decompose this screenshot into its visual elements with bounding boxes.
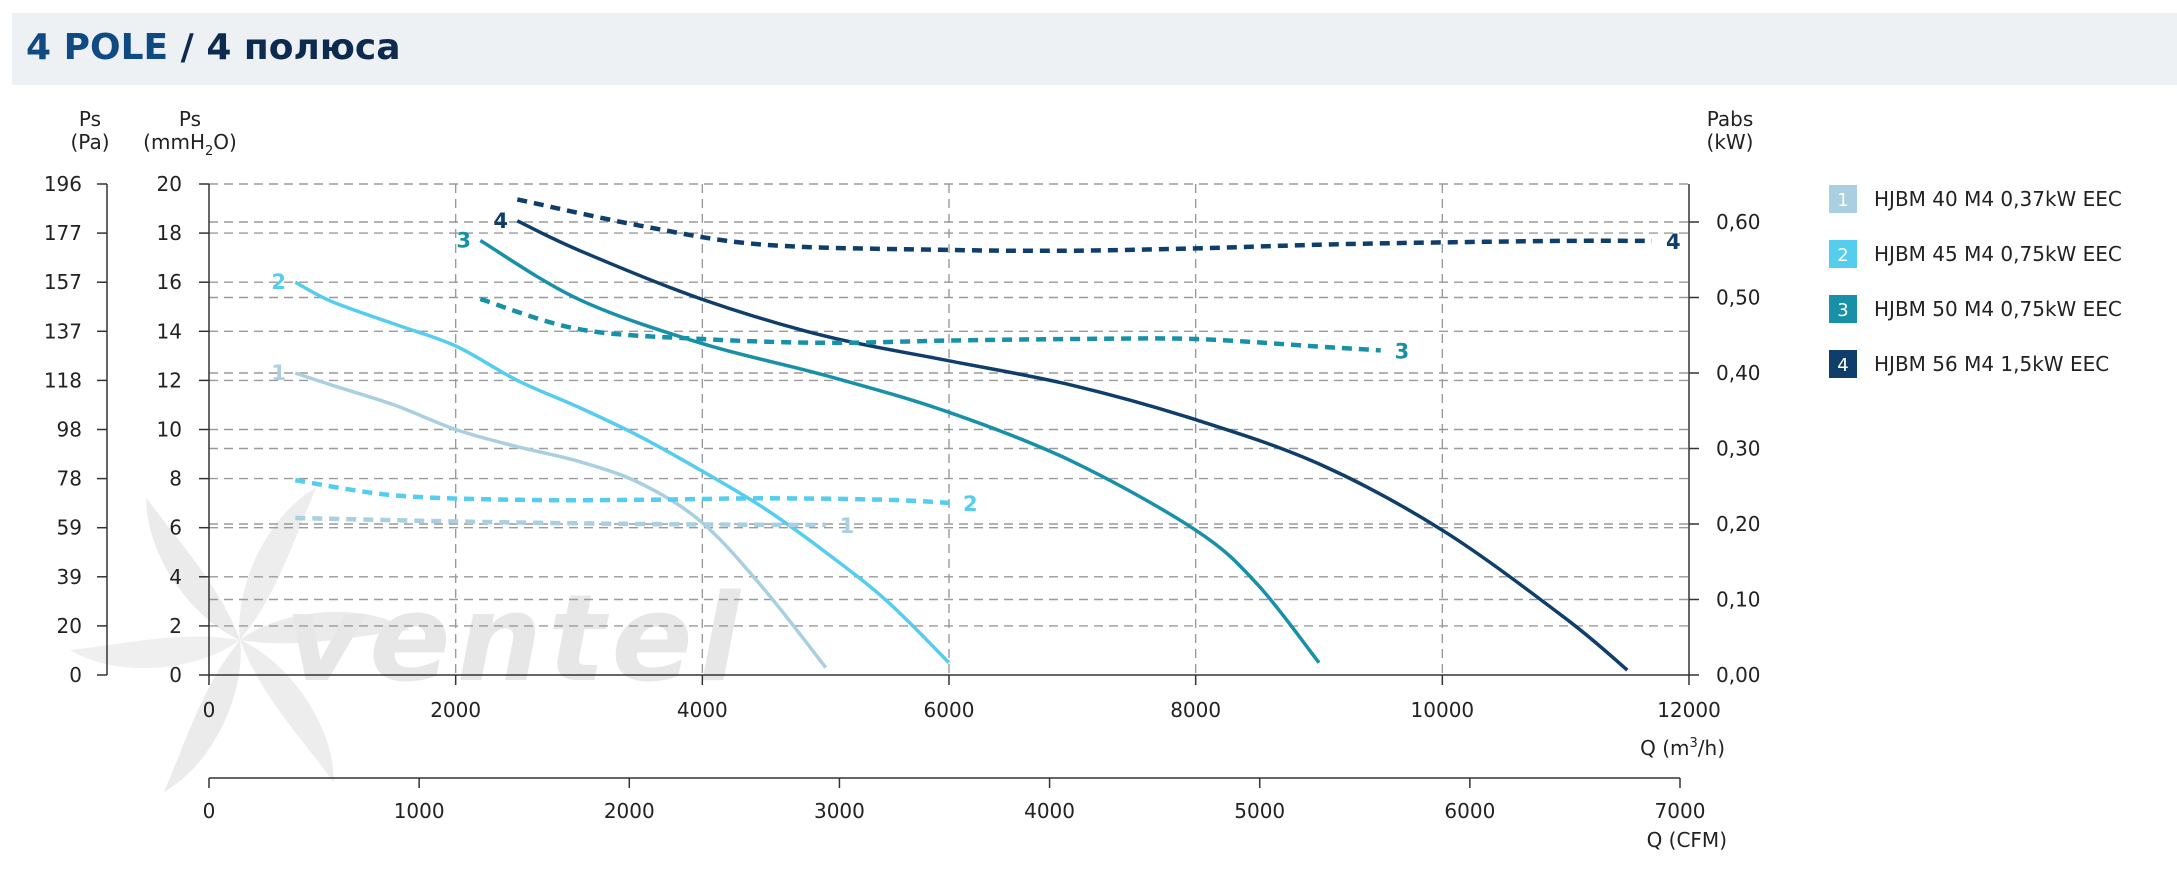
pressure-curve-label-1: 1	[271, 361, 286, 385]
x-tick-label: 10000	[1411, 698, 1475, 722]
mm-axis-title: Ps	[179, 107, 201, 131]
mm-tick-label: 8	[169, 467, 182, 491]
legend: 1 HJBM 40 M4 0,37kW EEC 2 HJBM 45 M4 0,75kW…	[1829, 185, 2122, 378]
x-tick-label: 6000	[924, 698, 975, 722]
legend-swatch-number: 1	[1837, 190, 1848, 211]
mm-tick-label: 16	[157, 270, 182, 294]
power-curve-1	[295, 515, 826, 528]
grid-lines	[209, 183, 1689, 675]
watermark-blade	[163, 640, 241, 793]
pa-axis-title: Ps	[79, 107, 101, 131]
legend-swatch-3	[1829, 295, 1857, 323]
cfm-tick-label: 7000	[1655, 799, 1706, 823]
mm-tick-label: 6	[169, 516, 182, 540]
x-tick-label: 0	[203, 698, 216, 722]
mm-tick-label: 18	[157, 221, 182, 245]
x-tick-label: 2000	[430, 698, 481, 722]
kw-tick-label: 0,50	[1716, 286, 1761, 310]
power-curve-4	[516, 197, 1653, 254]
power-curve-label-3: 3	[1395, 339, 1410, 363]
pa-tick-label: 39	[57, 565, 82, 589]
power-curve-label-2: 2	[963, 492, 978, 516]
pa-tick-label: 177	[44, 221, 82, 245]
pressure-curve-4	[516, 219, 1629, 672]
watermark-blade	[70, 636, 240, 669]
mm-tick-label: 20	[157, 172, 182, 196]
legend-swatch-number: 3	[1837, 300, 1848, 321]
pressure-curve-1	[294, 371, 828, 669]
pa-tick-label: 98	[57, 418, 82, 442]
axes: 02039597898118137157177196Ps(Pa)02468101…	[44, 107, 1761, 852]
pressure-curve-label-3: 3	[456, 228, 471, 252]
pa-tick-label: 157	[44, 270, 82, 294]
cfm-tick-label: 4000	[1024, 799, 1075, 823]
kw-axis-unit: (kW)	[1707, 130, 1754, 154]
pressure-curve-label-4: 4	[493, 209, 508, 233]
kw-axis-title: Pabs	[1707, 107, 1754, 131]
x-tick-label: 4000	[677, 698, 728, 722]
mm-tick-label: 14	[157, 319, 182, 343]
legend-label-3: HJBM 50 M4 0,75kW EEC	[1874, 297, 2122, 321]
kw-tick-label: 0,60	[1716, 210, 1761, 234]
kw-tick-label: 0,40	[1716, 361, 1761, 385]
kw-tick-label: 0,10	[1716, 588, 1761, 612]
page-title: 4 POLE / 4 полюса	[26, 27, 401, 68]
power-curve-2	[294, 477, 950, 506]
pa-axis-unit: (Pa)	[70, 130, 109, 154]
pressure-curve-2	[294, 280, 951, 664]
legend-swatch-1	[1829, 185, 1857, 213]
kw-tick-label: 0,20	[1716, 512, 1761, 536]
watermark-blade	[146, 497, 240, 640]
watermark-blade	[239, 487, 317, 640]
kw-tick-label: 0,00	[1716, 663, 1761, 687]
mm-tick-label: 2	[169, 614, 182, 638]
legend-label-4: HJBM 56 M4 1,5kW EEC	[1874, 352, 2109, 376]
cfm-tick-label: 5000	[1234, 799, 1285, 823]
title-rest: / 4 полюса	[180, 27, 401, 68]
pa-tick-label: 137	[44, 319, 82, 343]
pa-tick-label: 196	[44, 172, 82, 196]
cfm-axis-title: Q (CFM)	[1647, 828, 1727, 852]
pressure-curve-label-2: 2	[271, 270, 286, 294]
cfm-tick-label: 1000	[394, 799, 445, 823]
mm-tick-label: 4	[169, 565, 182, 589]
legend-label-2: HJBM 45 M4 0,75kW EEC	[1874, 242, 2122, 266]
x-tick-label: 12000	[1657, 698, 1721, 722]
pa-tick-label: 78	[57, 467, 82, 491]
legend-swatch-number: 2	[1837, 245, 1848, 266]
kw-tick-label: 0,30	[1716, 437, 1761, 461]
pa-tick-label: 118	[44, 368, 82, 392]
mm-axis-unit: (mmH2O)	[143, 130, 237, 159]
title-pole: 4 POLE	[26, 27, 169, 68]
pa-tick-label: 20	[57, 614, 82, 638]
mm-tick-label: 0	[169, 663, 182, 687]
pressure-curve-3	[479, 238, 1321, 664]
cfm-tick-label: 0	[203, 799, 216, 823]
legend-swatch-2	[1829, 240, 1857, 268]
watermark-text: ventel	[285, 570, 746, 709]
mm-tick-label: 12	[157, 368, 182, 392]
power-curve-label-4: 4	[1666, 230, 1681, 254]
pa-tick-label: 59	[57, 516, 82, 540]
legend-swatch-number: 4	[1837, 355, 1848, 376]
cfm-tick-label: 3000	[814, 799, 865, 823]
cfm-tick-label: 6000	[1444, 799, 1495, 823]
header-bar: 4 POLE / 4 полюса	[12, 13, 2177, 85]
legend-label-1: HJBM 40 M4 0,37kW EEC	[1874, 187, 2122, 211]
power-curve-label-1: 1	[840, 514, 855, 538]
cfm-tick-label: 2000	[604, 799, 655, 823]
x-tick-label: 8000	[1170, 698, 1221, 722]
pa-tick-label: 0	[69, 663, 82, 687]
power-curve-3	[479, 296, 1381, 353]
legend-swatch-4	[1829, 350, 1857, 378]
watermark-blade	[240, 611, 410, 644]
mm-tick-label: 10	[157, 418, 182, 442]
x-axis-title: Q (m3/h)	[1640, 736, 1725, 760]
